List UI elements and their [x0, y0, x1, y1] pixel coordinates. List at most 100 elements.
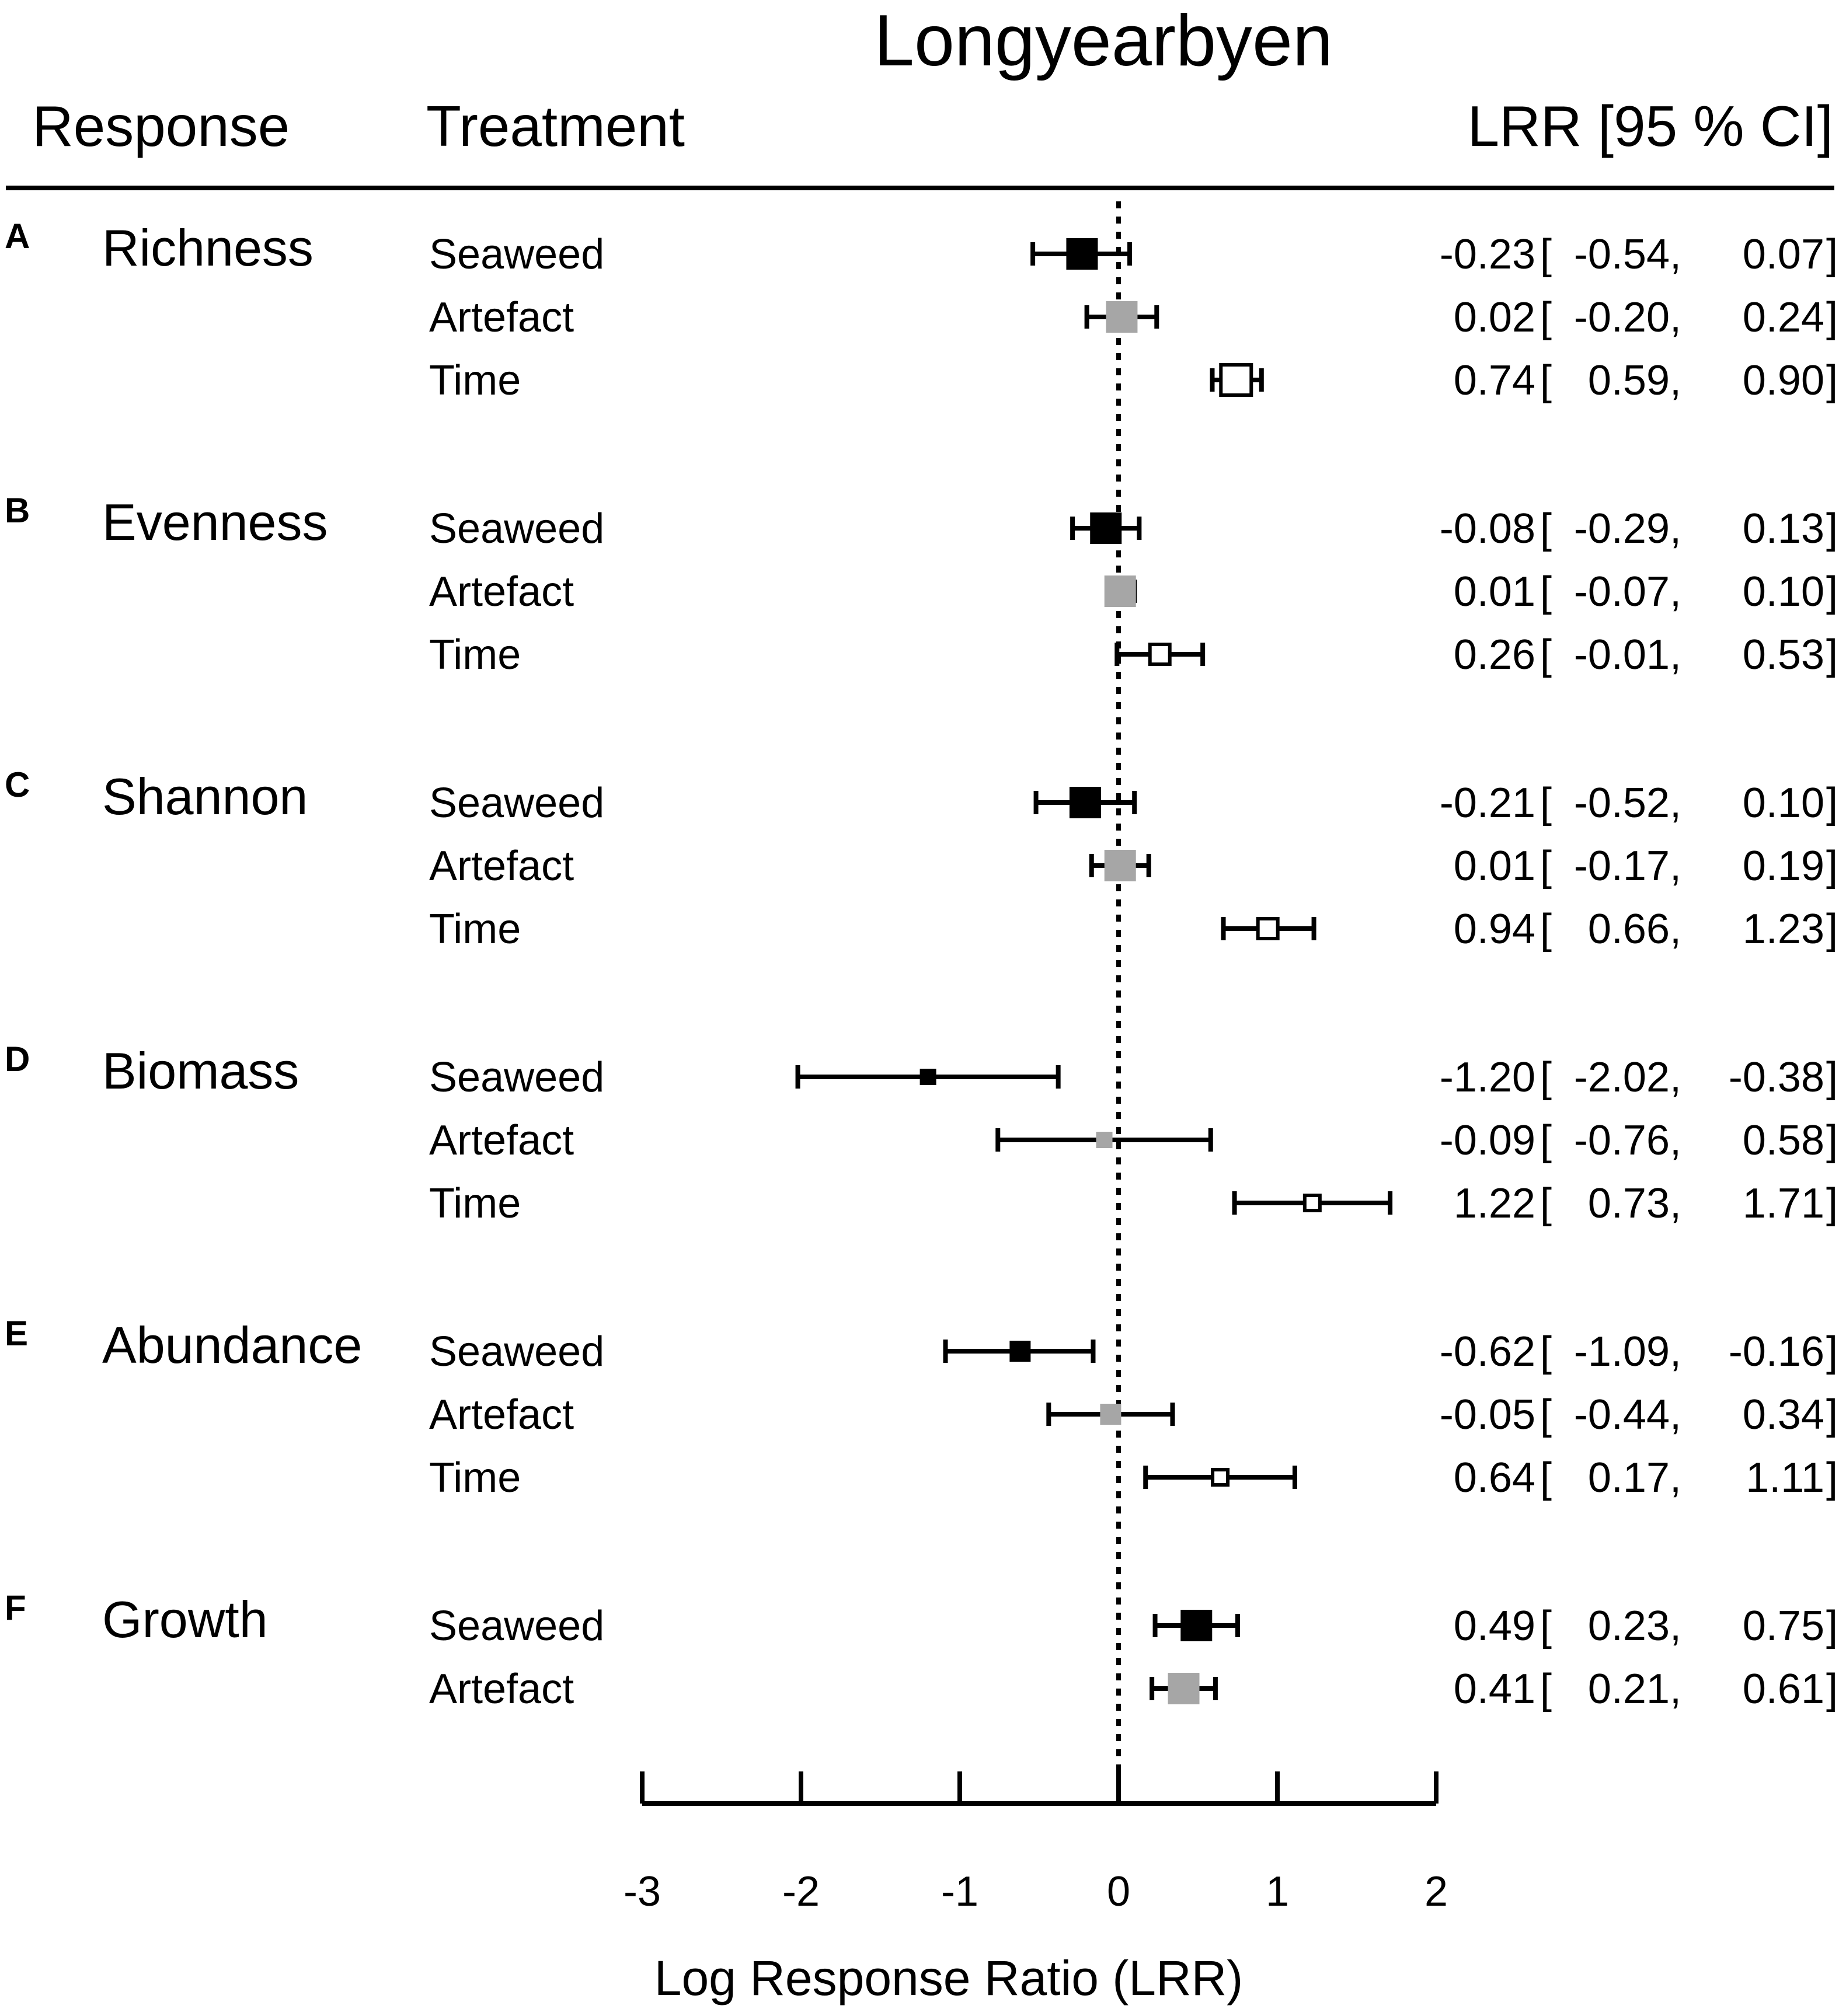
ci-upper-value: 0.53	[1743, 632, 1824, 678]
header-treatment: Treatment	[426, 94, 685, 158]
response-label: Biomass	[102, 1042, 299, 1100]
treatment-label: Artefact	[429, 1391, 574, 1438]
ci-bracket-open: [	[1540, 632, 1552, 678]
ci-bracket-open: [	[1540, 357, 1552, 404]
response-label: Evenness	[102, 493, 328, 551]
point-estimate-time	[1211, 1468, 1230, 1487]
point-estimate-time	[1256, 917, 1280, 940]
x-tick-label: -3	[624, 1868, 661, 1915]
panel-letter: B	[5, 491, 30, 530]
ci-upper-value: 1.11	[1746, 1455, 1824, 1501]
ci-lower-value: -0.29,	[1574, 505, 1681, 552]
ci-upper-value: -0.16	[1729, 1328, 1824, 1375]
response-label: Shannon	[102, 768, 308, 825]
ci-lower-value: -0.76,	[1574, 1117, 1681, 1164]
lrr-value: 0.01	[1454, 568, 1535, 615]
ci-lower-value: 0.59,	[1588, 357, 1681, 404]
point-estimate-seaweed	[1009, 1341, 1031, 1362]
ci-bracket-open: [	[1540, 780, 1552, 826]
ci-upper-value: 0.34	[1743, 1391, 1824, 1438]
treatment-label: Artefact	[429, 1117, 574, 1164]
treatment-label: Time	[429, 632, 521, 678]
treatment-label: Artefact	[429, 1666, 574, 1712]
ci-lower-value: 0.21,	[1588, 1666, 1681, 1712]
ci-bracket-open: [	[1540, 1666, 1552, 1712]
lrr-value: 0.74	[1454, 357, 1535, 404]
chart-title: Longyearbyen	[874, 1, 1333, 81]
ci-lower-value: 0.73,	[1588, 1180, 1681, 1227]
x-tick-label: 0	[1107, 1868, 1130, 1915]
ci-upper-value: 0.07	[1743, 231, 1824, 278]
ci-bracket-open: [	[1540, 1455, 1552, 1501]
ci-upper-value: 0.10	[1743, 568, 1824, 615]
ci-lower-value: -0.07,	[1574, 568, 1681, 615]
ci-upper-value: 1.23	[1743, 906, 1824, 953]
ci-lower-value: -2.02,	[1574, 1054, 1681, 1101]
ci-bracket-close: ]	[1826, 1054, 1838, 1101]
treatment-label: Time	[429, 906, 521, 953]
lrr-value: -1.20	[1440, 1054, 1535, 1101]
header-response: Response	[32, 94, 290, 158]
treatment-label: Artefact	[429, 294, 574, 341]
ci-bracket-open: [	[1540, 1391, 1552, 1438]
lrr-value: -0.05	[1440, 1391, 1535, 1438]
ci-bracket-open: [	[1540, 1603, 1552, 1649]
ci-bracket-close: ]	[1826, 1180, 1838, 1227]
lrr-value: -0.21	[1440, 780, 1535, 826]
ci-upper-value: 0.24	[1743, 294, 1824, 341]
ci-bracket-close: ]	[1826, 568, 1838, 615]
ci-bracket-open: [	[1540, 843, 1552, 890]
ci-lower-value: -0.17,	[1574, 843, 1681, 890]
ci-lower-value: 0.17,	[1588, 1455, 1681, 1501]
ci-bracket-open: [	[1540, 505, 1552, 552]
point-estimate-seaweed	[1180, 1610, 1213, 1641]
header-stats: LRR [95 % CI]	[1468, 94, 1833, 158]
treatment-label: Time	[429, 1180, 521, 1227]
lrr-value: 0.02	[1454, 294, 1535, 341]
lrr-value: 0.49	[1454, 1603, 1535, 1649]
ci-bracket-open: [	[1540, 1054, 1552, 1101]
treatment-label: Artefact	[429, 568, 574, 615]
ci-lower-value: 0.23,	[1588, 1603, 1681, 1649]
ci-upper-value: 1.71	[1743, 1180, 1824, 1227]
ci-upper-value: -0.38	[1729, 1054, 1824, 1101]
x-tick-label: -1	[941, 1868, 978, 1915]
point-estimate-artefact	[1100, 1404, 1121, 1425]
treatment-label: Seaweed	[429, 780, 604, 826]
ci-lower-value: -0.20,	[1574, 294, 1681, 341]
ci-bracket-close: ]	[1826, 1455, 1838, 1501]
lrr-value: -0.62	[1440, 1328, 1535, 1375]
point-estimate-artefact	[1104, 575, 1136, 607]
panel-letter: A	[5, 217, 30, 256]
x-tick-label: 1	[1266, 1868, 1289, 1915]
x-tick-label: 2	[1424, 1868, 1448, 1915]
ci-lower-value: 0.66,	[1588, 906, 1681, 953]
point-estimate-artefact	[1104, 850, 1136, 881]
ci-bracket-open: [	[1540, 294, 1552, 341]
ci-upper-value: 0.10	[1743, 780, 1824, 826]
ci-bracket-close: ]	[1826, 505, 1838, 552]
point-estimate-time	[1148, 643, 1172, 666]
treatment-label: Seaweed	[429, 1054, 604, 1101]
treatment-label: Time	[429, 357, 521, 404]
ci-bracket-close: ]	[1826, 843, 1838, 890]
response-label: Growth	[102, 1591, 268, 1648]
ci-upper-value: 0.58	[1743, 1117, 1824, 1164]
ci-bracket-close: ]	[1826, 1391, 1838, 1438]
ci-bracket-open: [	[1540, 568, 1552, 615]
point-estimate-seaweed	[919, 1069, 936, 1085]
treatment-label: Artefact	[429, 843, 574, 890]
ci-bracket-open: [	[1540, 1328, 1552, 1375]
ci-lower-value: -0.01,	[1574, 632, 1681, 678]
ci-lower-value: -1.09,	[1574, 1328, 1681, 1375]
ci-bracket-close: ]	[1826, 780, 1838, 826]
treatment-label: Seaweed	[429, 1603, 604, 1649]
treatment-label: Seaweed	[429, 231, 604, 278]
ci-bracket-close: ]	[1826, 632, 1838, 678]
ci-bracket-close: ]	[1826, 1603, 1838, 1649]
lrr-value: -0.23	[1440, 231, 1535, 278]
lrr-value: 0.01	[1454, 843, 1535, 890]
lrr-value: -0.08	[1440, 505, 1535, 552]
panel-letter: D	[5, 1040, 30, 1079]
